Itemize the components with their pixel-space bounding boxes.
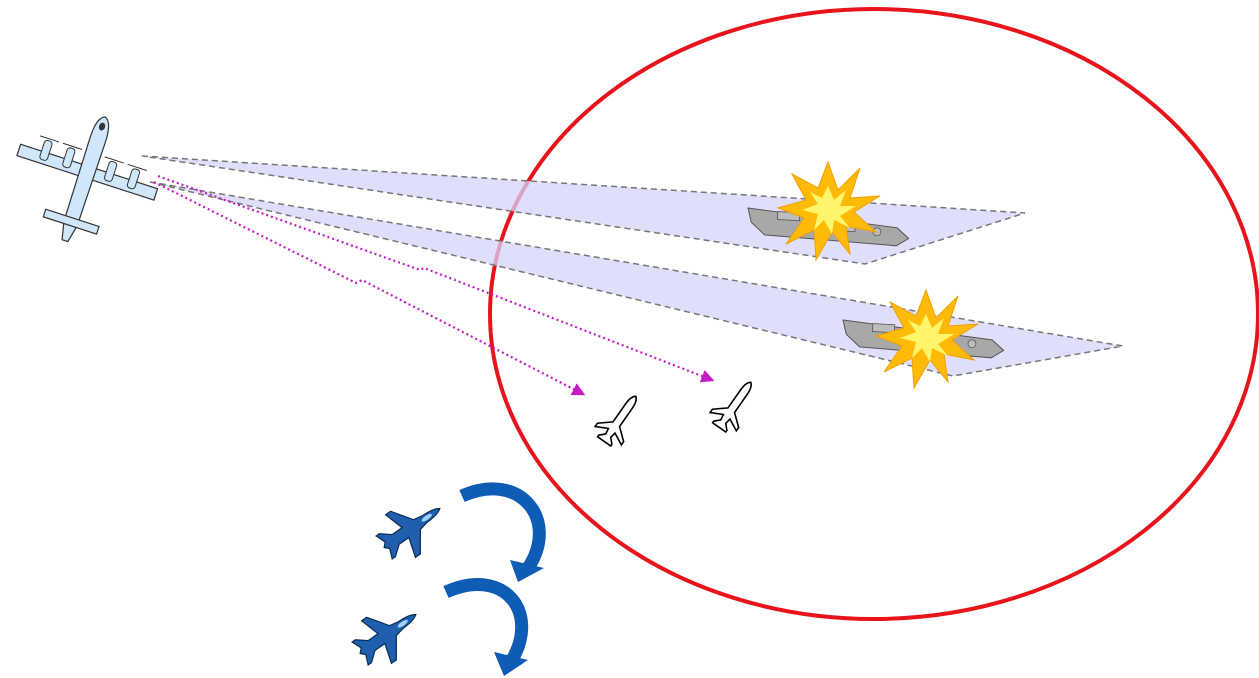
maritime-patrol-aircraft-icon [16,116,159,243]
fighter-jet-icon [344,592,432,676]
curved-arrow-icon [443,578,529,676]
datalink-path-upper [157,174,715,383]
datalink-paths [153,174,715,396]
anti-ship-missile-icon [705,372,765,438]
engagement-zone-ellipse [488,7,1259,621]
datalink-path-lower [153,181,586,396]
anti-ship-missile-icon [590,386,650,452]
curved-arrow-icon [459,482,546,582]
fighter-jet-icon [368,486,456,570]
